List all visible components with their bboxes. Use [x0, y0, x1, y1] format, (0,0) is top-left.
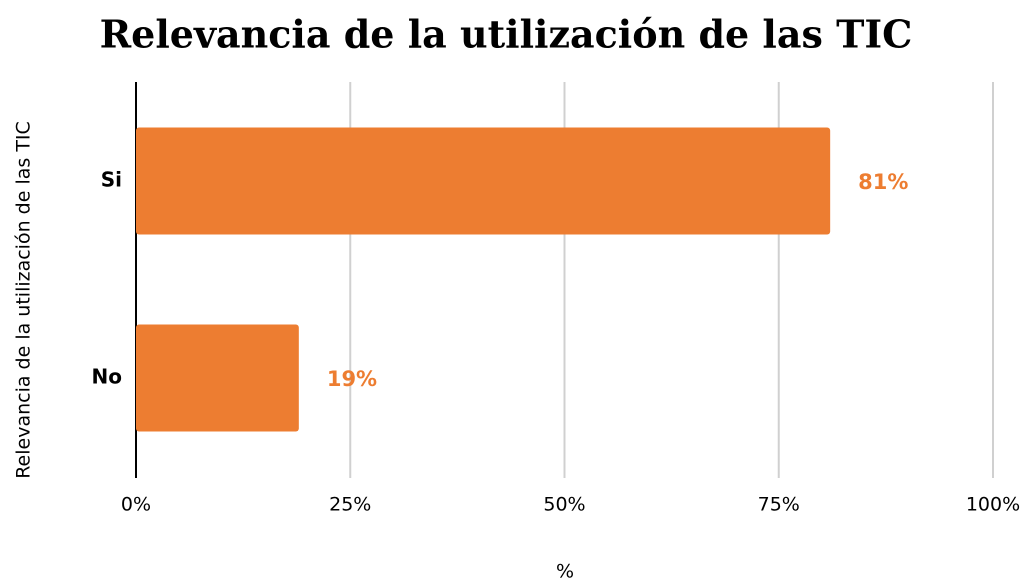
x-tick-label: 75%: [758, 494, 800, 516]
x-tick-label: 100%: [966, 494, 1020, 516]
y-axis-label: Relevancia de la utilización de las TIC: [13, 121, 35, 479]
x-axis-label: %: [556, 561, 574, 583]
x-tick-label: 50%: [543, 494, 585, 516]
bar: [136, 127, 831, 235]
value-label: 19%: [327, 367, 377, 391]
value-label: 81%: [858, 170, 908, 194]
y-tick-label: No: [92, 365, 122, 389]
bar: [136, 324, 299, 432]
x-tick-label: 0%: [121, 494, 151, 516]
chart-title: Relevancia de la utilización de las TIC: [100, 12, 913, 57]
x-tick-label: 25%: [329, 494, 371, 516]
y-tick-label: Si: [101, 168, 122, 192]
